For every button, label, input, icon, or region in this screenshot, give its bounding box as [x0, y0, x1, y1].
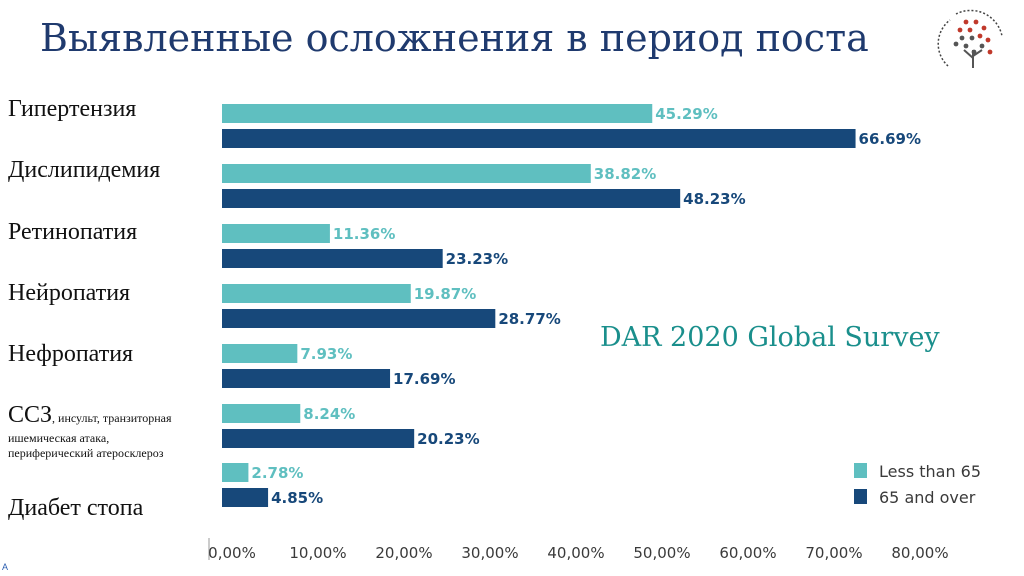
data-label-over65-0: 66.69%: [859, 130, 921, 148]
corner-mark: A: [2, 562, 9, 572]
bar-over65-0: [222, 129, 856, 148]
category-label-cvd-line3: периферический атеросклероз: [8, 446, 164, 460]
x-tick-label: 70,00%: [805, 544, 862, 562]
tree-of-dots-logo-icon: [937, 8, 1008, 78]
x-tick-label: 60,00%: [719, 544, 776, 562]
legend-label-over65: 65 and over: [879, 488, 976, 507]
data-label-over65-5: 20.23%: [417, 430, 479, 448]
data-label-under65-5: 8.24%: [303, 405, 355, 423]
category-label-retinopathy: Ретинопатия: [8, 219, 138, 245]
data-label-under65-1: 38.82%: [594, 165, 656, 183]
bar-over65-1: [222, 189, 681, 208]
bar-under65-1: [222, 164, 591, 183]
category-label-cvd: ССЗ, инсульт, транзиторная: [8, 402, 172, 429]
bar-under65-3: [222, 284, 411, 303]
page-title: Выявленные осложнения в период поста: [40, 16, 869, 60]
data-label-over65-2: 23.23%: [446, 250, 508, 268]
data-label-over65-3: 28.77%: [498, 310, 560, 328]
data-label-under65-4: 7.93%: [300, 345, 352, 363]
category-label-neuropathy: Нейропатия: [8, 280, 131, 306]
x-tick-label: 80,00%: [891, 544, 948, 562]
data-label-over65-6: 4.85%: [271, 489, 323, 507]
survey-watermark: DAR 2020 Global Survey: [600, 322, 940, 353]
bar-over65-3: [222, 309, 496, 328]
data-label-under65-0: 45.29%: [655, 105, 717, 123]
x-tick-label: 10,00%: [289, 544, 346, 562]
bar-under65-2: [222, 224, 330, 243]
bar-under65-4: [222, 344, 298, 363]
bar-over65-6: [222, 488, 269, 507]
x-tick-label: 30,00%: [461, 544, 518, 562]
bar-over65-4: [222, 369, 391, 388]
bar-under65-5: [222, 404, 301, 423]
bar-over65-5: [222, 429, 415, 448]
data-label-over65-1: 48.23%: [683, 190, 745, 208]
x-tick-label: 0,00%: [208, 544, 256, 562]
data-label-under65-2: 11.36%: [333, 225, 395, 243]
legend-swatch-over65: [854, 489, 867, 504]
category-label-cvd-line2: ишемическая атака,: [8, 431, 110, 445]
category-label-hypertension: Гипертензия: [8, 96, 137, 122]
category-label-nephropathy: Нефропатия: [8, 341, 134, 367]
data-label-over65-4: 17.69%: [393, 370, 455, 388]
category-label-cvd-sub: , инсульт, транзиторная: [52, 411, 172, 425]
category-label-dyslipidemia: Дислипидемия: [8, 157, 161, 183]
legend-swatch-under65: [854, 463, 867, 478]
bar-over65-2: [222, 249, 443, 268]
category-label-cvd-main: ССЗ: [8, 402, 53, 428]
bar-under65-0: [222, 104, 653, 123]
data-label-under65-6: 2.78%: [251, 464, 303, 482]
legend-label-under65: Less than 65: [879, 462, 981, 481]
x-tick-label: 50,00%: [633, 544, 690, 562]
data-label-under65-3: 19.87%: [414, 285, 476, 303]
bar-under65-6: [222, 463, 249, 482]
category-label-diabetic-foot: Диабет стопа: [8, 495, 144, 521]
x-tick-label: 40,00%: [547, 544, 604, 562]
x-tick-label: 20,00%: [375, 544, 432, 562]
